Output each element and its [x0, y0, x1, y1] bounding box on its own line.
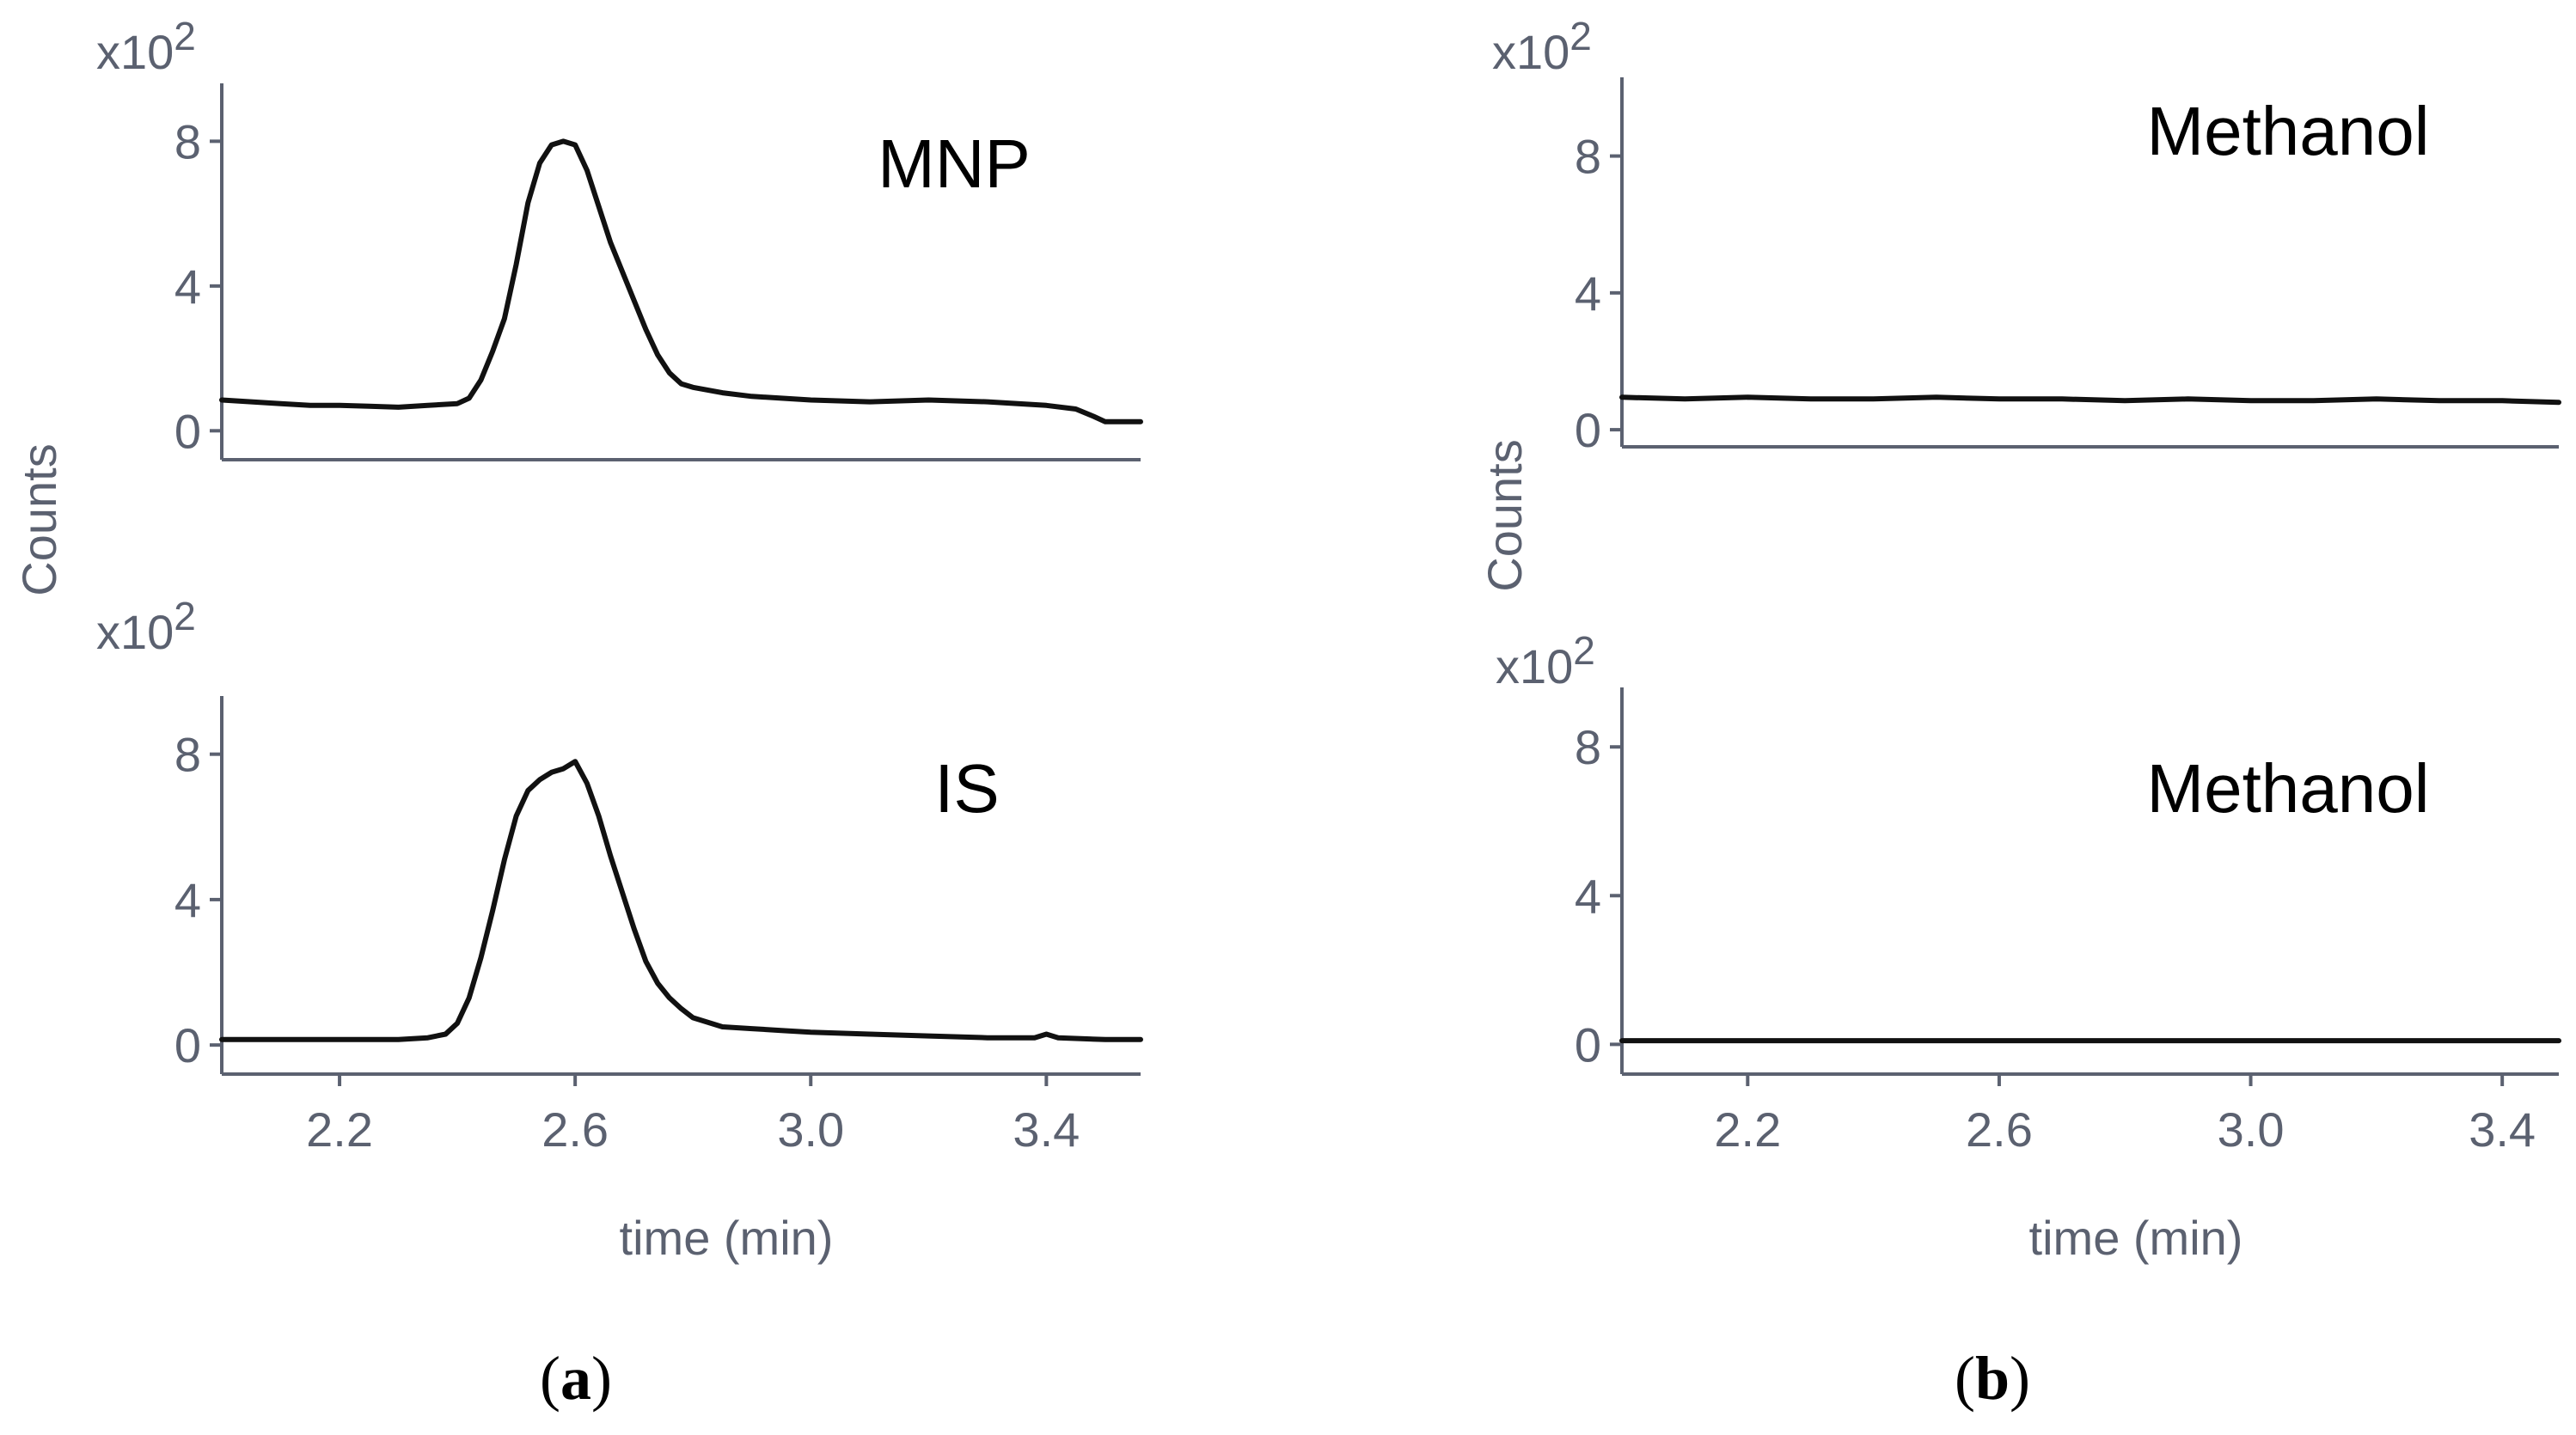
x-tick-label: 2.6 — [1966, 1102, 2033, 1157]
x-axis-title: time (min) — [620, 1211, 834, 1265]
panel-a-top: 0 4 8 x102 MNP Counts — [12, 14, 1143, 596]
panel-title: Methanol — [2146, 93, 2429, 169]
y-tick-label: 8 — [1575, 720, 1601, 774]
y-tick-label: 8 — [174, 728, 201, 782]
x-tick-label: 3.4 — [2469, 1102, 2536, 1157]
y-tick-label: 0 — [174, 404, 201, 458]
x-tick-label: 3.4 — [1013, 1102, 1080, 1157]
y-axis-title: Counts — [12, 443, 66, 595]
x-tick-label: 3.0 — [2218, 1102, 2285, 1157]
panel-b-bottom: 0 4 8 2.2 2.6 3.0 3.4 x102 Methanol time (min) — [1496, 628, 2561, 1265]
x-tick-label: 2.2 — [306, 1102, 373, 1157]
y-multiplier-label: x102 — [96, 594, 196, 659]
panel-title: Methanol — [2146, 750, 2429, 827]
series-line-mnp — [219, 138, 1143, 424]
panel-title: IS — [934, 750, 1000, 827]
panel-title: MNP — [878, 125, 1031, 202]
y-tick-label: 0 — [174, 1018, 201, 1072]
x-axis-title: time (min) — [2029, 1211, 2243, 1265]
y-multiplier-label: x102 — [1492, 14, 1592, 79]
series-line-is — [219, 759, 1143, 1042]
y-tick-label: 8 — [1575, 130, 1601, 184]
y-tick-label: 4 — [1575, 266, 1601, 321]
x-tick-label: 2.2 — [1714, 1102, 1781, 1157]
y-axis-title: Counts — [1478, 439, 1532, 591]
plot-area: 0 4 8 x102 MNP Counts 0 4 8 2.2 2.6 3.0 3.4 x102 IS tim… — [12, 14, 2561, 1265]
y-tick-label: 0 — [1575, 1017, 1601, 1072]
y-tick-label: 4 — [174, 873, 201, 927]
y-tick-label: 0 — [1575, 403, 1601, 457]
y-multiplier-label: x102 — [1496, 628, 1595, 693]
x-tick-label: 3.0 — [777, 1102, 844, 1157]
caption-b: (b) — [1955, 1344, 2030, 1413]
x-tick-label: 2.6 — [542, 1102, 609, 1157]
series-line-methanol — [1619, 394, 2561, 406]
y-tick-label: 8 — [174, 114, 201, 168]
y-multiplier-label: x102 — [96, 14, 196, 79]
panel-a-bottom: 0 4 8 2.2 2.6 3.0 3.4 x102 IS time (min) — [96, 594, 1143, 1265]
caption-a: (a) — [540, 1344, 612, 1413]
y-tick-label: 4 — [1575, 869, 1601, 923]
y-tick-label: 4 — [174, 260, 201, 314]
panel-b-top: 0 4 8 x102 Methanol Counts — [1478, 14, 2561, 592]
